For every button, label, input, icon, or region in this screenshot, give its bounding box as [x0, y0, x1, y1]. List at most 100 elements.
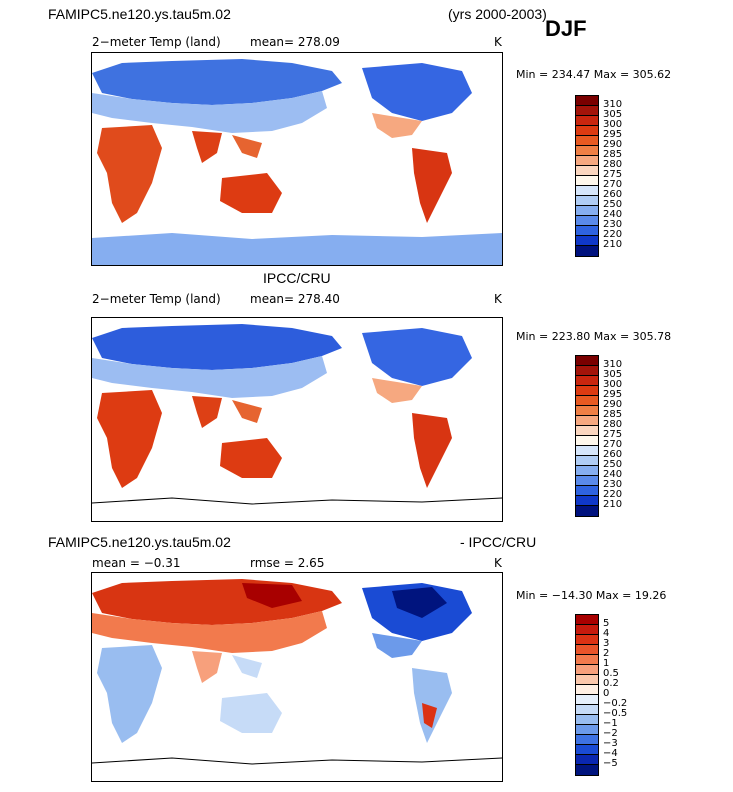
panel1-colorbar: [575, 95, 599, 257]
panel1-colorbar-label: 285: [603, 149, 623, 160]
panel2-colorbar-label: 310: [603, 359, 623, 370]
panel1-colorbar-label: 290: [603, 139, 623, 150]
panel1-colorbar-label: 250: [603, 199, 623, 210]
panel2-colorbar-swatch: [576, 396, 598, 406]
panel3-colorbar-label: 4: [603, 628, 610, 639]
panel1-units: K: [494, 35, 502, 49]
panel2-colorbar-label: 250: [603, 459, 623, 470]
panel1-colorbar-swatch: [576, 146, 598, 156]
panel2-colorbar-swatch: [576, 436, 598, 446]
panel1-colorbar-swatch: [576, 246, 598, 256]
panel1-colorbar-swatch: [576, 186, 598, 196]
panel3-map: [91, 572, 503, 782]
panel2-colorbar-label: 210: [603, 499, 623, 510]
panel3-title-left: FAMIPC5.ne120.ys.tau5m.02: [48, 534, 231, 550]
panel2-colorbar-label: 305: [603, 369, 623, 380]
panel3-colorbar-swatch: [576, 675, 598, 685]
panel3-mean: mean = −0.31: [92, 556, 181, 570]
panel1-colorbar-swatch: [576, 226, 598, 236]
panel1-colorbar-swatch: [576, 156, 598, 166]
panel3-colorbar-swatch: [576, 615, 598, 625]
panel3-colorbar-label: 0.5: [603, 668, 619, 679]
panel3-title-right: - IPCC/CRU: [460, 534, 537, 550]
panel1-map-svg: [92, 59, 502, 265]
panel2-title: IPCC/CRU: [263, 270, 331, 286]
panel3-colorbar-swatch: [576, 655, 598, 665]
panel1-colorbar-swatch: [576, 206, 598, 216]
panel3-colorbar-label: 5: [603, 618, 610, 629]
panel3-colorbar-label: 3: [603, 638, 610, 649]
panel3-colorbar-swatch: [576, 745, 598, 755]
panel1-minmax: Min = 234.47 Max = 305.62: [516, 68, 672, 81]
panel2-colorbar-swatch: [576, 376, 598, 386]
panel3-colorbar-swatch: [576, 625, 598, 635]
panel3-colorbar-label: 1: [603, 658, 610, 669]
panel2-minmax: Min = 223.80 Max = 305.78: [516, 330, 672, 343]
panel2-variable: 2−meter Temp (land): [92, 292, 221, 306]
panel2-colorbar-swatch: [576, 476, 598, 486]
panel3-colorbar-label: −0.2: [603, 698, 628, 709]
panel1-colorbar-swatch: [576, 116, 598, 126]
panel1-colorbar-swatch: [576, 106, 598, 116]
panel2-colorbar-swatch: [576, 446, 598, 456]
panel3-colorbar-swatch: [576, 735, 598, 745]
panel3-colorbar-label: −3: [603, 738, 618, 749]
panel1-colorbar-label: 240: [603, 209, 623, 220]
panel1-colorbar-swatch: [576, 236, 598, 246]
panel2-colorbar-label: 260: [603, 449, 623, 460]
panel1-colorbar-label: 280: [603, 159, 623, 170]
panel1-variable: 2−meter Temp (land): [92, 35, 221, 49]
panel2-colorbar-swatch: [576, 466, 598, 476]
panel1-colorbar-swatch: [576, 136, 598, 146]
panel1-colorbar-label: 275: [603, 169, 623, 180]
panel3-units: K: [494, 556, 502, 570]
panel2-colorbar-swatch: [576, 506, 598, 516]
panel2-mean: mean= 278.40: [250, 292, 340, 306]
panel3-colorbar-label: −4: [603, 748, 618, 759]
panel1-colorbar-swatch: [576, 216, 598, 226]
panel3-colorbar-swatch: [576, 705, 598, 715]
panel2-colorbar-swatch: [576, 486, 598, 496]
panel1-colorbar-swatch: [576, 96, 598, 106]
panel3-colorbar-swatch: [576, 725, 598, 735]
panel3-colorbar: [575, 614, 599, 776]
panel2-colorbar-swatch: [576, 416, 598, 426]
panel3-colorbar-label: 0: [603, 688, 610, 699]
panel2-colorbar-label: 290: [603, 399, 623, 410]
panel3-colorbar-swatch: [576, 645, 598, 655]
panel2-map-svg: [92, 324, 502, 505]
panel3-colorbar-label: 2: [603, 648, 610, 659]
panel2-colorbar-label: 230: [603, 479, 623, 490]
panel2-colorbar-swatch: [576, 456, 598, 466]
panel2-colorbar-label: 280: [603, 419, 623, 430]
panel3-colorbar-swatch: [576, 715, 598, 725]
panel2-colorbar-label: 285: [603, 409, 623, 420]
case-title: FAMIPC5.ne120.ys.tau5m.02: [48, 6, 231, 22]
panel3-minmax: Min = −14.30 Max = 19.26: [516, 589, 667, 602]
panel2-colorbar-swatch: [576, 356, 598, 366]
years-label: (yrs 2000-2003): [448, 6, 547, 22]
panel2-colorbar-label: 275: [603, 429, 623, 440]
panel2-colorbar-label: 270: [603, 439, 623, 450]
panel3-colorbar-swatch: [576, 665, 598, 675]
panel2-colorbar-swatch: [576, 496, 598, 506]
panel2-units: K: [494, 292, 502, 306]
panel1-colorbar-label: 300: [603, 119, 623, 130]
panel3-colorbar-swatch: [576, 755, 598, 765]
panel3-colorbar-swatch: [576, 765, 598, 775]
panel1-colorbar-label: 230: [603, 219, 623, 230]
panel3-colorbar-label: 0.2: [603, 678, 619, 689]
panel2-colorbar-swatch: [576, 366, 598, 376]
panel2-colorbar-swatch: [576, 426, 598, 436]
panel1-colorbar-swatch: [576, 196, 598, 206]
season-label: DJF: [545, 16, 587, 41]
panel3-colorbar-label: −2: [603, 728, 618, 739]
panel2-map: [91, 317, 503, 522]
panel3-colorbar-label: −1: [603, 718, 618, 729]
panel3-colorbar-label: −0.5: [603, 708, 628, 719]
panel3-colorbar-swatch: [576, 685, 598, 695]
panel3-colorbar-swatch: [576, 695, 598, 705]
panel1-colorbar-label: 220: [603, 229, 623, 240]
panel2-colorbar: [575, 355, 599, 517]
panel2-colorbar-label: 295: [603, 389, 623, 400]
